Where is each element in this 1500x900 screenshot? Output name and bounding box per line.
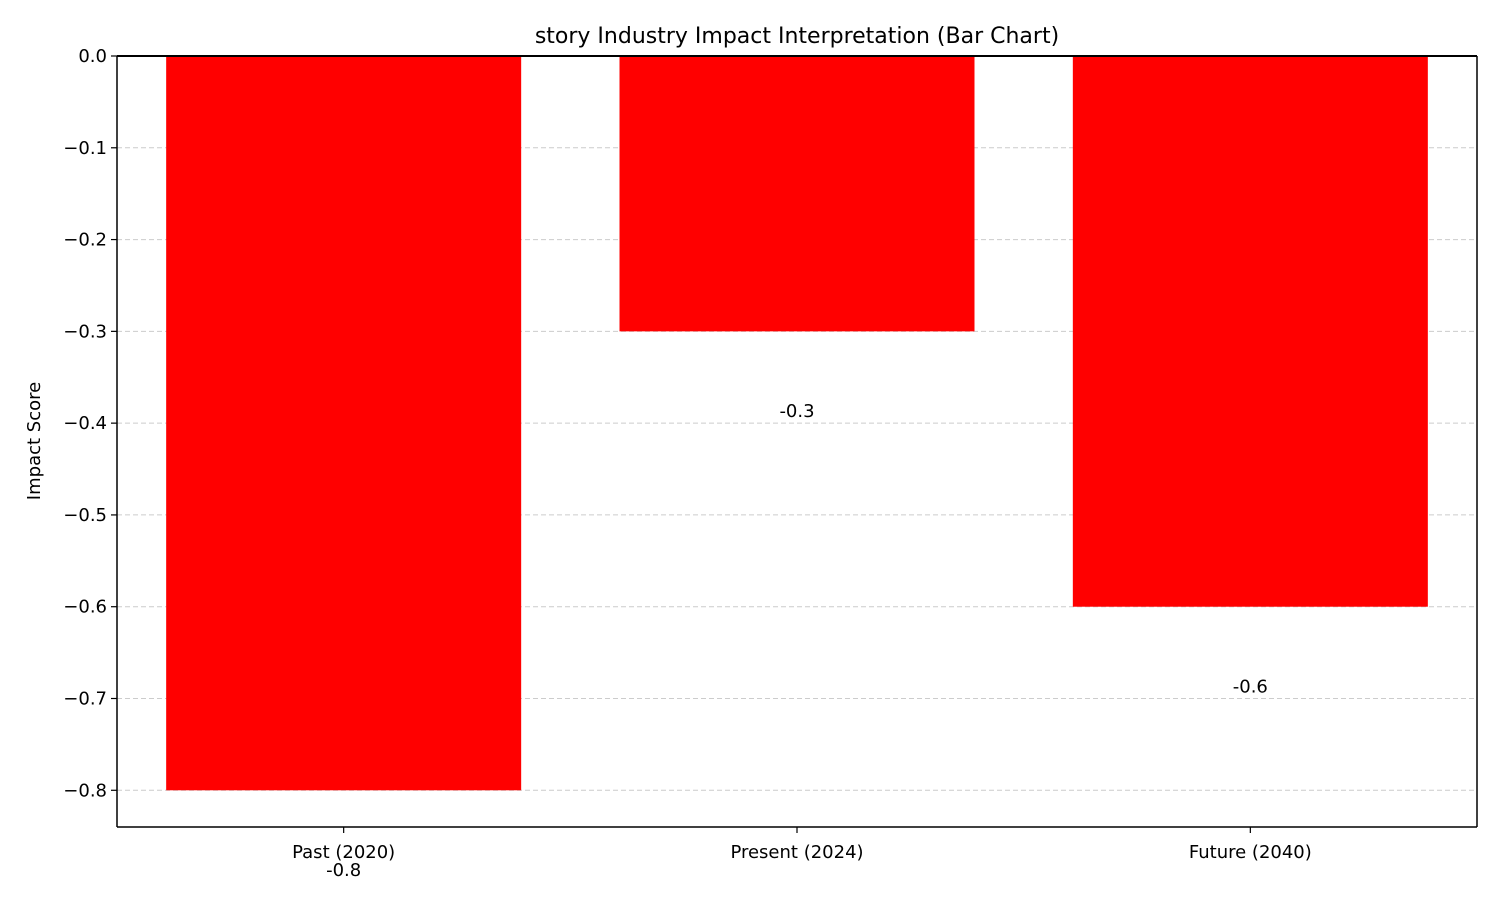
data-labels: -0.8 -0.3 -0.6	[326, 401, 1268, 881]
y-tick-label: −0.6	[63, 597, 107, 618]
x-tick-label: Future (2040)	[1189, 842, 1312, 863]
y-axis-ticks: 0.0 −0.1 −0.2 −0.3 −0.4 −0.5 −0.6 −0.7 −0.8	[63, 46, 117, 801]
x-tick-label: Past (2020)	[292, 842, 395, 863]
y-tick-label: −0.3	[63, 321, 107, 342]
bar-1	[619, 56, 975, 332]
y-tick-label: −0.4	[63, 413, 107, 434]
data-label: -0.6	[1233, 677, 1268, 698]
x-tick-label: Present (2024)	[730, 842, 863, 863]
bars	[166, 56, 1428, 791]
x-axis-ticks: Past (2020) Present (2024) Future (2040)	[292, 827, 1312, 863]
y-tick-label: −0.7	[63, 689, 107, 710]
data-label: -0.3	[779, 401, 814, 422]
bar-2	[1072, 56, 1428, 607]
y-tick-label: −0.8	[63, 780, 107, 801]
y-tick-label: −0.2	[63, 230, 107, 251]
y-tick-label: −0.5	[63, 505, 107, 526]
bar-0	[166, 56, 522, 791]
y-tick-label: −0.1	[63, 138, 107, 159]
chart-title: story Industry Impact Interpretation (Ba…	[535, 24, 1059, 49]
data-label: -0.8	[326, 860, 361, 881]
y-tick-label: 0.0	[78, 46, 107, 67]
y-axis-label: Impact Score	[24, 382, 45, 500]
